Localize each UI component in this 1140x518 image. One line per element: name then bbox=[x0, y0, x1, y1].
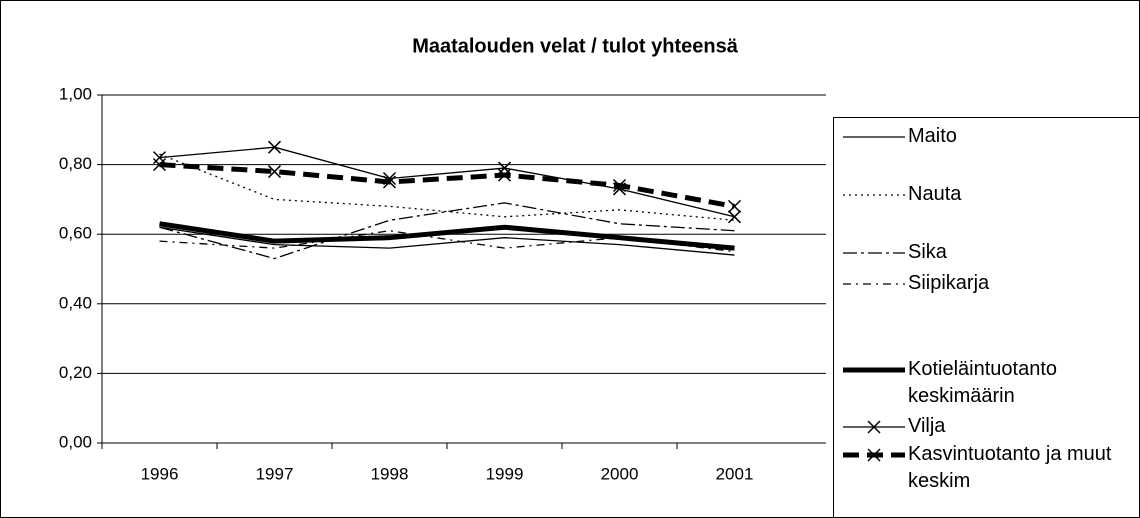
legend-entry: Siipikarja bbox=[908, 272, 990, 294]
y-tick-label: 0,20 bbox=[59, 363, 92, 382]
y-tick-label: 1,00 bbox=[59, 84, 92, 103]
x-tick-label: 1996 bbox=[141, 464, 179, 483]
x-tick-label: 1999 bbox=[486, 464, 524, 483]
legend-label: Nauta bbox=[908, 183, 962, 205]
legend-entry: Vilja bbox=[908, 415, 946, 437]
x-tick-label: 1997 bbox=[256, 464, 294, 483]
y-tick-label: 0,80 bbox=[59, 154, 92, 173]
marker bbox=[727, 199, 742, 213]
legend-label: Vilja bbox=[908, 415, 946, 437]
legend-box bbox=[833, 117, 1140, 518]
legend-marker bbox=[867, 420, 881, 434]
legend-entry: Sika bbox=[908, 241, 947, 263]
marker bbox=[612, 178, 627, 193]
legend-entry: Kotieläintuotanto keskimäärin bbox=[908, 358, 1058, 407]
marker bbox=[152, 158, 167, 172]
x-tick-label: 1998 bbox=[371, 464, 409, 483]
marker bbox=[727, 210, 742, 224]
legend-label: Kotieläintuotanto keskimäärin bbox=[908, 358, 1058, 407]
legend-entry: Nauta bbox=[908, 183, 962, 205]
y-tick-label: 0,40 bbox=[59, 293, 92, 312]
x-tick-label: 2001 bbox=[716, 464, 754, 483]
marker bbox=[267, 165, 282, 179]
marker bbox=[267, 140, 282, 154]
series-line bbox=[159, 221, 735, 251]
legend-entry: Maito bbox=[908, 125, 957, 147]
legend-marker bbox=[867, 448, 881, 462]
series-line bbox=[159, 153, 735, 221]
legend-label: Kasvintuotanto ja muut keskim bbox=[908, 443, 1112, 492]
series-line bbox=[159, 146, 735, 218]
legend-entry: Kasvintuotanto ja muut keskim bbox=[908, 443, 1112, 492]
legend-label: Sika bbox=[908, 241, 947, 263]
x-tick-label: 2000 bbox=[601, 464, 639, 483]
legend-label: Maito bbox=[908, 125, 957, 147]
series-line bbox=[159, 226, 735, 256]
chart-title: Maatalouden velat / tulot yhteensä bbox=[412, 35, 739, 57]
y-tick-label: 0,00 bbox=[59, 432, 92, 451]
y-tick-label: 0,60 bbox=[59, 224, 92, 243]
series-line bbox=[159, 162, 735, 209]
legend-label: Siipikarja bbox=[908, 272, 990, 294]
marker bbox=[497, 168, 512, 182]
marker bbox=[382, 175, 397, 189]
